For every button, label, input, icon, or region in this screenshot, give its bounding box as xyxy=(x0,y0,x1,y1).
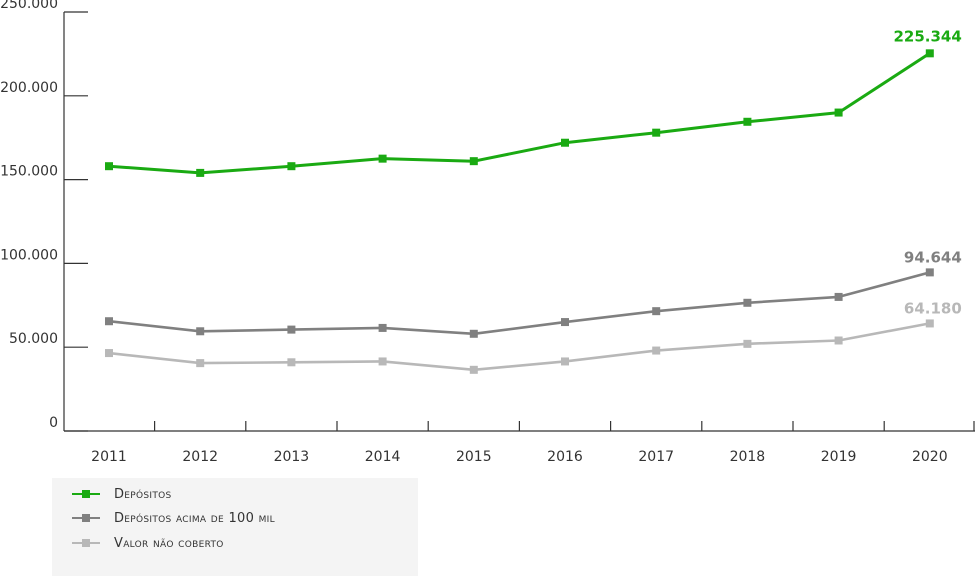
data-point xyxy=(196,168,205,177)
y-tick-label: 100.000 xyxy=(0,247,58,263)
x-tick-label: 2015 xyxy=(456,449,492,465)
data-point xyxy=(469,329,478,338)
legend-item-depositos: Depósitos xyxy=(72,484,172,504)
series-line xyxy=(108,52,931,175)
data-point xyxy=(287,162,296,171)
legend-swatch-depositos xyxy=(72,488,100,500)
data-label: 64.180 xyxy=(904,299,962,317)
data-point xyxy=(561,318,569,327)
data-point xyxy=(105,349,113,358)
legend-swatch-valor-nao-coberto xyxy=(72,537,100,549)
data-point xyxy=(287,358,296,367)
legend-marker xyxy=(82,514,90,522)
data-point xyxy=(834,336,843,345)
y-tick-label: 50.000 xyxy=(9,331,58,347)
data-point xyxy=(561,357,569,366)
legend-item-valor-nao-coberto: Valor não coberto xyxy=(72,533,224,553)
data-point xyxy=(743,298,752,307)
chart-legend: Depósitos Depósitos acima de 100 mil Val… xyxy=(52,478,418,576)
data-label: 225.344 xyxy=(893,27,961,45)
x-tick-label: 2014 xyxy=(365,449,401,465)
data-point xyxy=(196,359,205,368)
series-layer xyxy=(105,49,934,374)
legend-label-valor-nao-coberto: Valor não coberto xyxy=(114,535,224,551)
x-tick-label: 2013 xyxy=(274,449,310,465)
legend-label-depositos-acima-100-mil: Depósitos acima de 100 mil xyxy=(114,510,275,526)
data-point xyxy=(652,128,661,137)
data-point xyxy=(287,325,296,334)
data-point xyxy=(652,346,661,355)
x-tick-label: 2012 xyxy=(182,449,218,465)
data-point xyxy=(743,117,752,126)
y-tick-label: 150.000 xyxy=(0,164,58,180)
data-label: 94.644 xyxy=(904,248,962,266)
data-point xyxy=(469,365,478,374)
x-tick-label: 2018 xyxy=(730,449,766,465)
data-point xyxy=(105,162,113,171)
x-tick-label: 2017 xyxy=(638,449,674,465)
data-point xyxy=(925,49,934,58)
data-point xyxy=(743,339,752,348)
y-axis-ticks: 0 50.000 100.000 150.000 200.000 250.000 xyxy=(0,0,88,432)
y-tick-label: 0 xyxy=(49,415,58,431)
data-point xyxy=(469,157,478,166)
data-point xyxy=(834,292,843,301)
data-point xyxy=(378,154,387,163)
data-point xyxy=(925,268,934,277)
chart-axes xyxy=(63,12,975,432)
legend-item-depositos-acima-100-mil: Depósitos acima de 100 mil xyxy=(72,508,275,528)
x-tick-label: 2019 xyxy=(821,449,857,465)
data-point xyxy=(652,307,661,316)
series-line xyxy=(108,322,931,372)
x-tick-label: 2011 xyxy=(91,449,127,465)
legend-swatch-depositos-acima-100-mil xyxy=(72,512,100,524)
data-point xyxy=(105,317,113,326)
end-labels: 225.344 94.644 64.180 xyxy=(893,27,961,317)
data-point xyxy=(196,327,205,336)
data-point xyxy=(561,138,569,147)
series-line xyxy=(108,271,931,336)
legend-marker xyxy=(82,490,90,498)
x-axis-ticks: 2011 2012 2013 2014 2015 2016 2017 2018 2019 2020 xyxy=(91,421,975,465)
y-tick-label: 250.000 xyxy=(0,0,58,12)
data-point xyxy=(925,319,934,328)
legend-marker xyxy=(82,539,90,547)
y-tick-label: 200.000 xyxy=(0,80,58,96)
data-point xyxy=(378,323,387,332)
x-tick-label: 2020 xyxy=(912,449,948,465)
data-point xyxy=(834,108,843,117)
legend-label-depositos: Depósitos xyxy=(114,486,172,502)
data-point xyxy=(378,357,387,366)
x-tick-label: 2016 xyxy=(547,449,583,465)
